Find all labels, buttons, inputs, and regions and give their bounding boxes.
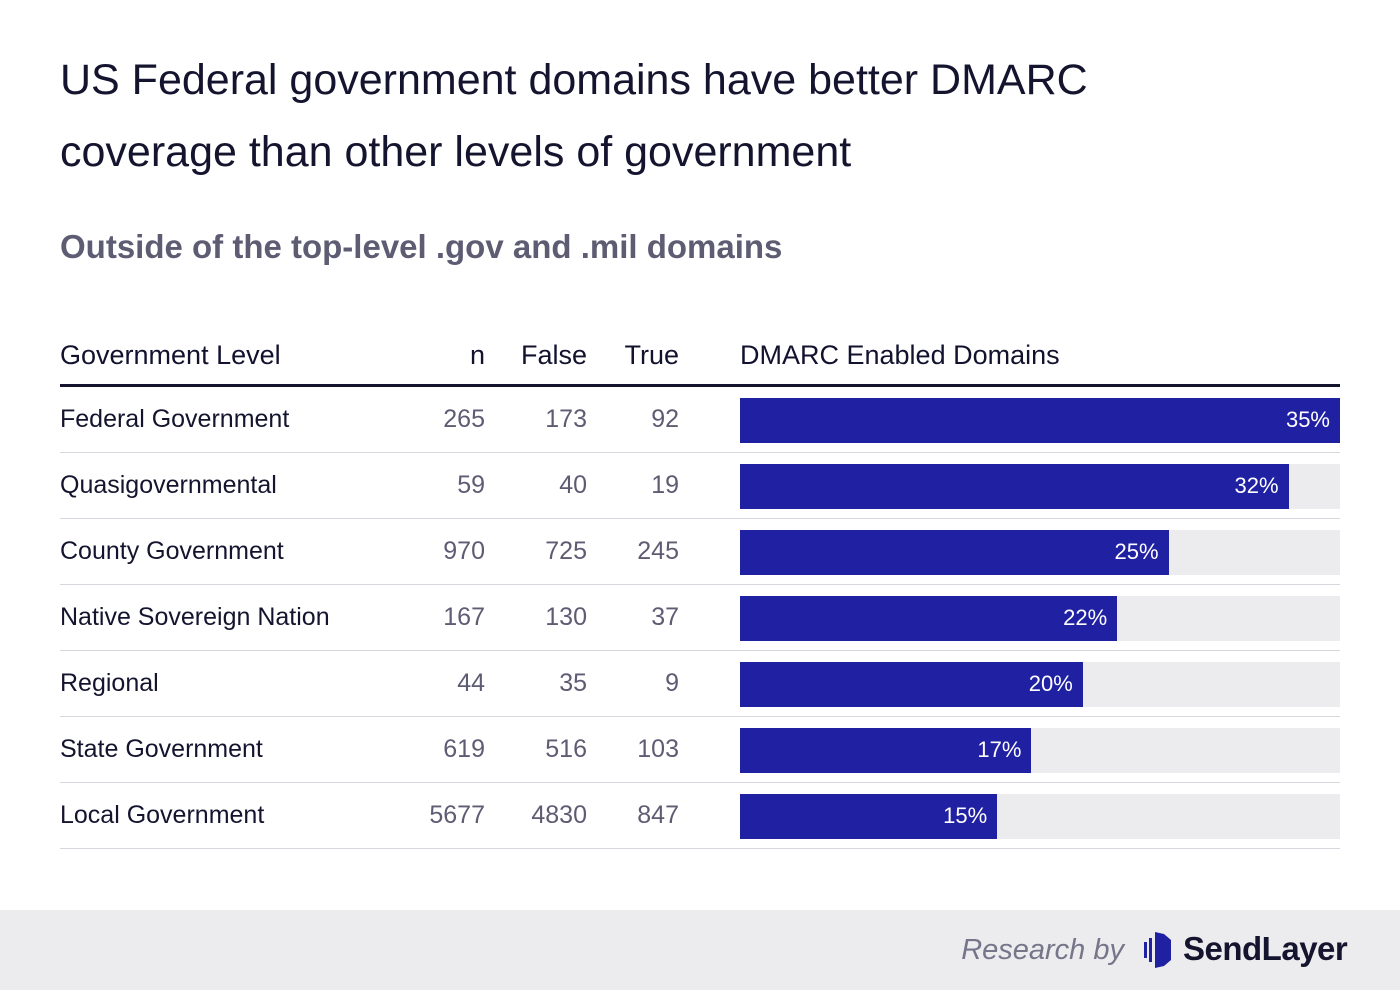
bar-track: 32% <box>740 464 1340 509</box>
table-row: Federal Government 265 173 92 35% <box>60 387 1340 453</box>
brand-name: SendLayer <box>1183 930 1348 967</box>
table-row: County Government 970 725 245 25% <box>60 519 1340 585</box>
row-false: 40 <box>559 471 587 499</box>
table-header: Government Level n False True DMARC Enab… <box>60 330 1340 387</box>
bar-track: 17% <box>740 728 1340 773</box>
row-false: 130 <box>545 603 587 631</box>
row-true: 37 <box>651 603 679 631</box>
bar: 20% <box>740 662 1083 707</box>
row-n: 619 <box>443 735 485 763</box>
bar-label: 17% <box>977 737 1022 762</box>
data-table: Government Level n False True DMARC Enab… <box>60 330 1340 849</box>
bar-label: 35% <box>1285 407 1330 432</box>
bar-track: 22% <box>740 596 1340 641</box>
row-false: 35 <box>559 669 587 697</box>
table-row: Regional 44 35 9 20% <box>60 651 1340 717</box>
sendlayer-logo-icon <box>1144 932 1171 968</box>
row-n: 265 <box>443 405 485 433</box>
header-dmarc: DMARC Enabled Domains <box>740 340 1060 370</box>
row-level: Quasigovernmental <box>60 471 277 499</box>
row-level: Local Government <box>60 801 265 829</box>
bar: 17% <box>740 728 1032 773</box>
bar: 32% <box>740 464 1289 509</box>
bar-label: 20% <box>1028 671 1073 696</box>
bar: 25% <box>740 530 1169 575</box>
footer: Research by SendLayer <box>0 910 1400 990</box>
row-false: 4830 <box>531 801 587 829</box>
header-true: True <box>624 340 679 370</box>
bar-track: 25% <box>740 530 1340 575</box>
row-true: 92 <box>651 405 679 433</box>
bar: 22% <box>740 596 1118 641</box>
table-row: Local Government 5677 4830 847 15% <box>60 783 1340 849</box>
row-false: 173 <box>545 405 587 433</box>
row-level: Native Sovereign Nation <box>60 603 330 631</box>
row-true: 9 <box>665 669 679 697</box>
row-n: 59 <box>457 471 485 499</box>
table-row: Quasigovernmental 59 40 19 32% <box>60 453 1340 519</box>
row-n: 44 <box>457 669 485 697</box>
table-row: State Government 619 516 103 17% <box>60 717 1340 783</box>
chart-subtitle: Outside of the top-level .gov and .mil d… <box>60 228 783 265</box>
row-false: 725 <box>545 537 587 565</box>
bar-label: 15% <box>943 803 988 828</box>
row-false: 516 <box>545 735 587 763</box>
bar-label: 22% <box>1063 605 1108 630</box>
row-n: 167 <box>443 603 485 631</box>
row-n: 970 <box>443 537 485 565</box>
row-level: State Government <box>60 735 263 763</box>
bar-label: 32% <box>1234 473 1279 498</box>
header-government-level: Government Level <box>60 340 281 370</box>
row-level: Regional <box>60 669 159 697</box>
bar-track: 20% <box>740 662 1340 707</box>
header-false: False <box>520 340 587 370</box>
row-level: County Government <box>60 537 284 565</box>
research-by-text: Research by <box>961 934 1124 966</box>
header-n: n <box>469 340 485 370</box>
row-true: 245 <box>637 537 679 565</box>
bar-label: 25% <box>1114 539 1159 564</box>
bar: 15% <box>740 794 998 839</box>
table-row: Native Sovereign Nation 167 130 37 22% <box>60 585 1340 651</box>
row-true: 19 <box>651 471 679 499</box>
bar-track: 35% <box>740 398 1340 443</box>
row-true: 103 <box>637 735 679 763</box>
chart-title: US Federal government domains have bette… <box>60 56 1088 176</box>
bar: 35% <box>740 398 1340 443</box>
row-n: 5677 <box>429 801 485 829</box>
row-level: Federal Government <box>60 405 290 433</box>
row-true: 847 <box>637 801 679 829</box>
bar-track: 15% <box>740 794 1340 839</box>
